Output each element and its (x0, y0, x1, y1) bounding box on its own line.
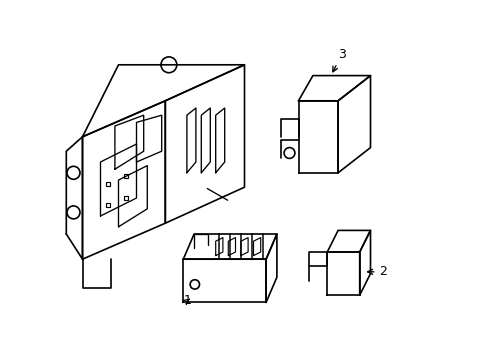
Text: 2: 2 (367, 265, 386, 278)
Text: 1: 1 (183, 294, 191, 307)
Text: 3: 3 (332, 48, 346, 72)
